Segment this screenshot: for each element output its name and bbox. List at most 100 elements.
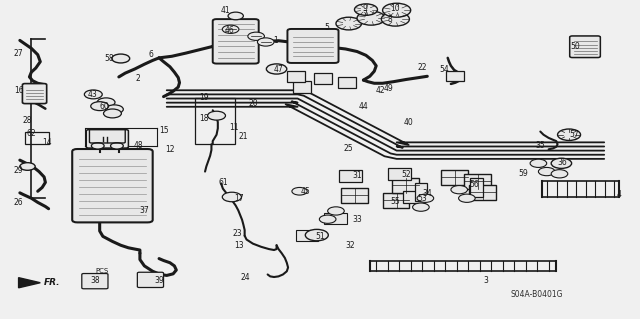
Circle shape: [357, 11, 385, 25]
Circle shape: [538, 167, 555, 176]
Bar: [383, 193, 410, 208]
Text: 11: 11: [229, 123, 239, 132]
Bar: [447, 71, 465, 81]
Text: 8: 8: [388, 15, 392, 24]
Text: 24: 24: [241, 273, 250, 282]
Text: 60: 60: [99, 102, 109, 111]
Text: 26: 26: [14, 198, 24, 207]
Text: 32: 32: [346, 241, 355, 250]
Circle shape: [222, 25, 239, 33]
Circle shape: [305, 229, 328, 241]
Text: 53: 53: [417, 194, 427, 203]
Text: 61: 61: [218, 178, 228, 187]
Text: 39: 39: [154, 276, 164, 285]
Text: 55: 55: [390, 197, 400, 206]
Text: 3: 3: [484, 276, 488, 285]
Bar: [468, 185, 495, 200]
Bar: [339, 170, 362, 182]
Circle shape: [106, 105, 124, 114]
Circle shape: [248, 32, 264, 41]
Circle shape: [355, 4, 378, 15]
Circle shape: [336, 17, 362, 30]
Bar: [338, 77, 356, 88]
Circle shape: [97, 98, 115, 107]
Text: 34: 34: [422, 189, 432, 198]
FancyBboxPatch shape: [287, 29, 339, 63]
Text: 54: 54: [440, 65, 449, 74]
Text: 4: 4: [616, 190, 621, 199]
Circle shape: [207, 111, 225, 120]
FancyBboxPatch shape: [72, 149, 153, 222]
Text: 25: 25: [344, 144, 353, 153]
FancyBboxPatch shape: [82, 273, 108, 289]
Text: 17: 17: [234, 194, 244, 203]
Text: 50: 50: [571, 42, 580, 51]
Text: 28: 28: [23, 116, 32, 125]
Text: 49: 49: [384, 85, 394, 93]
Circle shape: [383, 3, 411, 17]
Text: 18: 18: [199, 114, 209, 123]
Circle shape: [104, 109, 122, 118]
Text: 37: 37: [140, 206, 149, 215]
Text: 15: 15: [159, 126, 168, 135]
Bar: [293, 81, 311, 93]
Text: 52: 52: [401, 170, 411, 179]
Circle shape: [266, 64, 287, 74]
Text: 10: 10: [390, 4, 400, 13]
Circle shape: [451, 186, 467, 194]
Text: 41: 41: [221, 6, 230, 15]
Text: 42: 42: [376, 86, 385, 95]
Text: 44: 44: [358, 102, 368, 111]
Polygon shape: [19, 278, 40, 288]
Bar: [314, 73, 332, 84]
Circle shape: [328, 207, 344, 215]
Text: 9: 9: [362, 4, 367, 13]
Text: 23: 23: [232, 229, 242, 238]
Circle shape: [292, 188, 307, 195]
Text: 35: 35: [536, 141, 545, 150]
Bar: [403, 191, 426, 203]
FancyBboxPatch shape: [86, 130, 129, 148]
Text: 43: 43: [87, 90, 97, 99]
Circle shape: [413, 203, 429, 211]
Bar: [25, 131, 49, 144]
Bar: [324, 213, 347, 224]
Text: 51: 51: [315, 232, 325, 241]
Circle shape: [111, 143, 124, 149]
Text: 40: 40: [403, 117, 413, 127]
Text: 57: 57: [570, 130, 579, 138]
Text: 14: 14: [42, 137, 51, 146]
Text: FR.: FR.: [44, 278, 61, 287]
Text: 46: 46: [225, 26, 234, 35]
Circle shape: [417, 194, 434, 202]
Text: 59: 59: [518, 169, 528, 178]
Circle shape: [91, 102, 109, 111]
Text: 13: 13: [234, 241, 244, 250]
FancyBboxPatch shape: [570, 36, 600, 57]
Text: 48: 48: [133, 141, 143, 150]
Bar: [287, 70, 305, 82]
Text: 47: 47: [274, 65, 284, 74]
Circle shape: [459, 194, 475, 202]
Bar: [195, 98, 235, 144]
FancyBboxPatch shape: [138, 272, 164, 287]
Bar: [470, 178, 483, 197]
Bar: [341, 188, 368, 203]
Text: 6: 6: [148, 50, 153, 59]
Text: 20: 20: [248, 100, 258, 108]
Circle shape: [84, 90, 102, 99]
Text: 21: 21: [239, 132, 248, 141]
Circle shape: [551, 158, 572, 168]
Bar: [465, 174, 491, 189]
Circle shape: [92, 143, 104, 149]
Text: 33: 33: [352, 215, 362, 224]
Circle shape: [112, 54, 130, 63]
Text: 31: 31: [352, 171, 362, 180]
Text: 62: 62: [26, 129, 36, 138]
Text: 29: 29: [14, 166, 24, 175]
Bar: [442, 170, 468, 185]
Circle shape: [319, 215, 336, 223]
Circle shape: [257, 38, 274, 46]
Circle shape: [381, 12, 410, 26]
FancyBboxPatch shape: [212, 19, 259, 63]
